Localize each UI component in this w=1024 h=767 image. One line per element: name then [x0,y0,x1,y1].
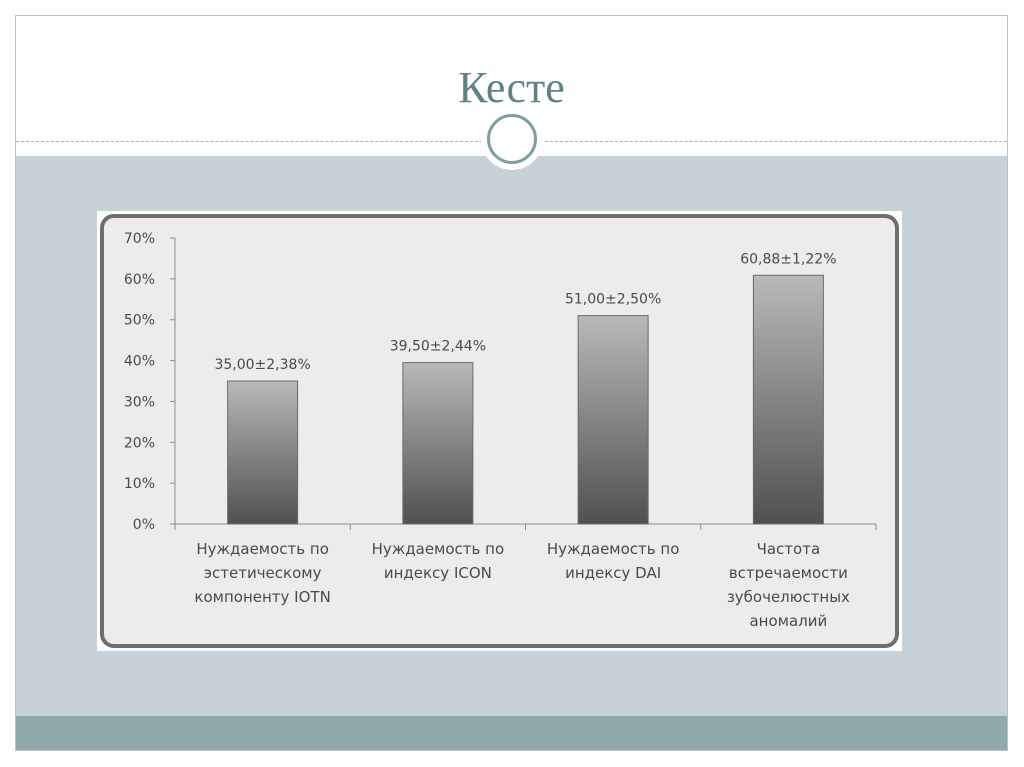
circle-ornament-icon [481,108,543,170]
data-label: 60,88±1,22% [740,251,836,267]
x-tick-label: Нуждаемость по индексу DAI [547,540,680,582]
y-tick-label: 50% [124,313,155,329]
y-tick-label: 10% [124,476,155,492]
data-label: 39,50±2,44% [390,339,486,355]
bar [402,362,474,525]
y-tick-label: 20% [124,435,155,451]
data-label: 51,00±2,50% [565,292,661,308]
slide-title: Кесте [458,63,565,112]
footer-band [16,716,1007,750]
x-tick-label: Нуждаемость по эстетическому компоненту IO… [194,540,330,606]
bar [227,380,299,525]
x-tick-label: Частота встречаемости зубочелюстных аномали… [727,540,850,630]
bar [752,274,824,525]
y-tick-label: 60% [124,272,155,288]
data-label: 35,00±2,38% [214,357,310,373]
bar-chart: 0% 10% 20% 30% 40% 50% 60% 70% 35,00±2,38% Нуждае… [124,231,877,630]
bar [577,315,649,525]
x-tick-label: Нуждаемость по индексу ICON [372,540,505,582]
y-tick-label: 40% [124,354,155,370]
y-tick-label: 70% [124,231,155,247]
chart-image: 0% 10% 20% 30% 40% 50% 60% 70% 35,00±2,38% Нуждае… [97,211,902,651]
y-tick-label: 0% [133,517,155,533]
y-tick-label: 30% [124,394,155,410]
